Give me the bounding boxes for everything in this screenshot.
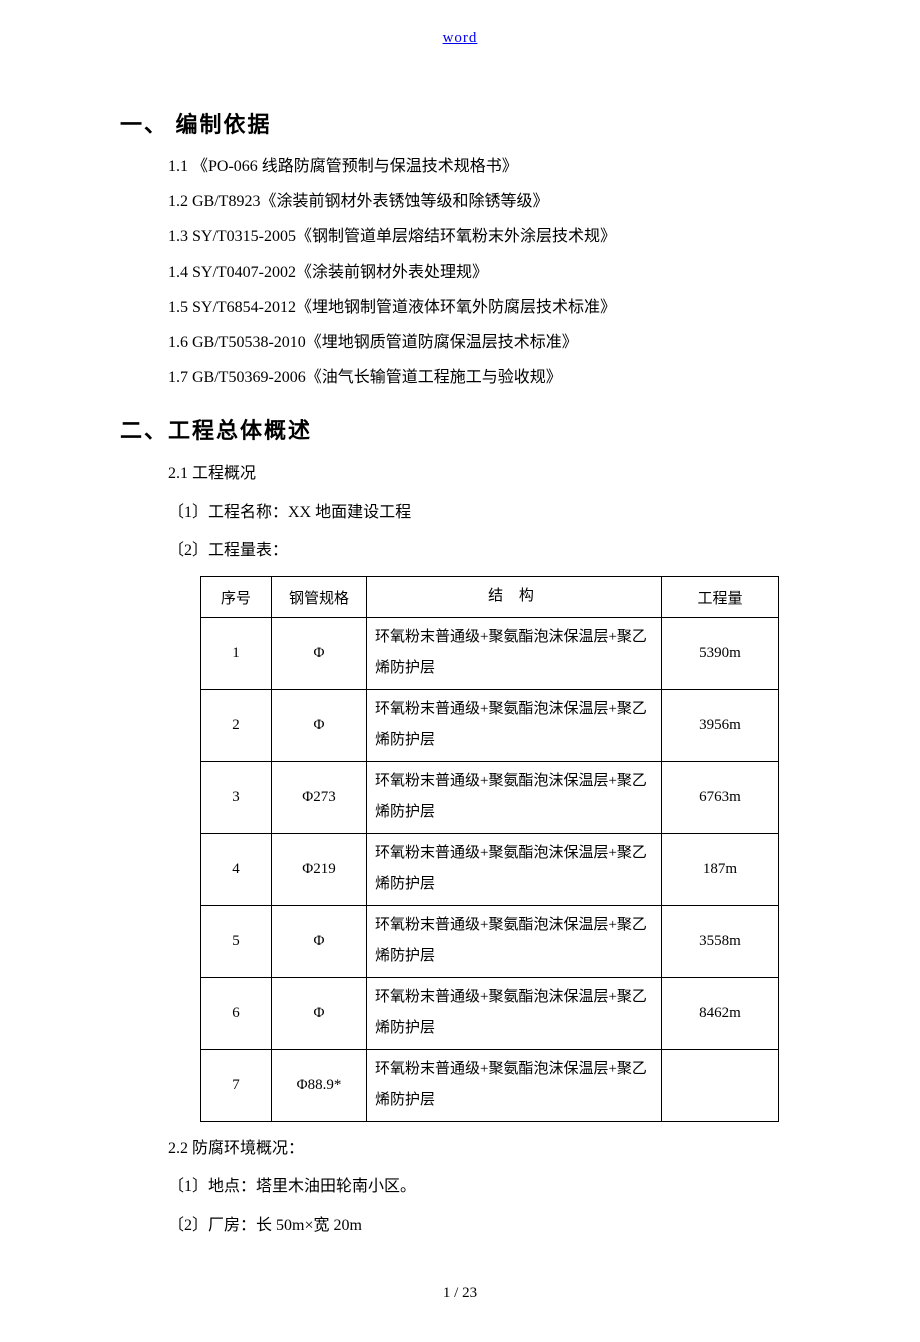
ref-item: 1.1 《PO-066 线路防腐管预制与保温技术规格书》 <box>168 149 800 184</box>
cell-spec: Φ <box>272 617 367 689</box>
section-2-1-heading: 2.1 工程概况 <box>168 455 800 493</box>
cell-quantity: 5390m <box>662 617 779 689</box>
table-row: 6 Φ 环氧粉末普通级+聚氨酯泡沫保温层+聚乙烯防护层 8462m <box>201 977 779 1049</box>
ref-item: 1.6 GB/T50538-2010《埋地钢质管道防腐保温层技术标准》 <box>168 325 800 360</box>
cell-struct: 环氧粉末普通级+聚氨酯泡沫保温层+聚乙烯防护层 <box>367 761 662 833</box>
ref-item: 1.5 SY/T6854-2012《埋地钢制管道液体环氧外防腐层技术标准》 <box>168 290 800 325</box>
ref-item: 1.7 GB/T50369-2006《油气长输管道工程施工与验收规》 <box>168 360 800 395</box>
table-header-row: 序号 钢管规格 结 构 工程量 <box>201 577 779 618</box>
ref-item: 1.4 SY/T0407-2002《涂装前钢材外表处理规》 <box>168 255 800 290</box>
env-workshop: 〔2〕厂房：长 50m×宽 20m <box>168 1207 800 1245</box>
table-row: 3 Φ273 环氧粉末普通级+聚氨酯泡沫保温层+聚乙烯防护层 6763m <box>201 761 779 833</box>
cell-quantity: 187m <box>662 833 779 905</box>
col-header-index: 序号 <box>201 577 272 618</box>
table-row: 2 Φ 环氧粉末普通级+聚氨酯泡沫保温层+聚乙烯防护层 3956m <box>201 689 779 761</box>
ref-item: 1.2 GB/T8923《涂装前钢材外表锈蚀等级和除锈等级》 <box>168 184 800 219</box>
quantity-table-label: 〔2〕工程量表： <box>168 532 800 570</box>
cell-struct: 环氧粉末普通级+聚氨酯泡沫保温层+聚乙烯防护层 <box>367 905 662 977</box>
cell-spec: Φ <box>272 905 367 977</box>
cell-spec: Φ219 <box>272 833 367 905</box>
cell-spec: Φ88.9* <box>272 1049 367 1121</box>
col-header-spec: 钢管规格 <box>272 577 367 618</box>
cell-struct: 环氧粉末普通级+聚氨酯泡沫保温层+聚乙烯防护层 <box>367 833 662 905</box>
cell-index: 1 <box>201 617 272 689</box>
cell-struct: 环氧粉末普通级+聚氨酯泡沫保温层+聚乙烯防护层 <box>367 1049 662 1121</box>
cell-quantity <box>662 1049 779 1121</box>
cell-struct: 环氧粉末普通级+聚氨酯泡沫保温层+聚乙烯防护层 <box>367 617 662 689</box>
cell-struct: 环氧粉末普通级+聚氨酯泡沫保温层+聚乙烯防护层 <box>367 689 662 761</box>
project-name: 〔1〕工程名称：XX 地面建设工程 <box>168 494 800 532</box>
section-2-2-heading: 2.2 防腐环境概况： <box>168 1130 800 1168</box>
cell-spec: Φ <box>272 977 367 1049</box>
spec-table: 序号 钢管规格 结 构 工程量 1 Φ 环氧粉末普通级+聚氨酯泡沫保温层+聚乙烯… <box>200 576 779 1122</box>
cell-index: 6 <box>201 977 272 1049</box>
section-1-title: 一、 编制依据 <box>120 107 800 139</box>
cell-quantity: 6763m <box>662 761 779 833</box>
env-location: 〔1〕地点：塔里木油田轮南小区。 <box>168 1168 800 1206</box>
cell-struct: 环氧粉末普通级+聚氨酯泡沫保温层+聚乙烯防护层 <box>367 977 662 1049</box>
section-2-title: 二、工程总体概述 <box>120 413 800 445</box>
cell-spec: Φ273 <box>272 761 367 833</box>
table-row: 7 Φ88.9* 环氧粉末普通级+聚氨酯泡沫保温层+聚乙烯防护层 <box>201 1049 779 1121</box>
cell-quantity: 8462m <box>662 977 779 1049</box>
cell-quantity: 3956m <box>662 689 779 761</box>
cell-index: 3 <box>201 761 272 833</box>
col-header-quantity: 工程量 <box>662 577 779 618</box>
cell-index: 2 <box>201 689 272 761</box>
col-header-structure: 结 构 <box>367 577 662 618</box>
table-row: 4 Φ219 环氧粉末普通级+聚氨酯泡沫保温层+聚乙烯防护层 187m <box>201 833 779 905</box>
cell-index: 5 <box>201 905 272 977</box>
table-row: 1 Φ 环氧粉末普通级+聚氨酯泡沫保温层+聚乙烯防护层 5390m <box>201 617 779 689</box>
cell-spec: Φ <box>272 689 367 761</box>
cell-index: 7 <box>201 1049 272 1121</box>
page-number: 1 / 23 <box>120 1285 800 1302</box>
header-link[interactable]: word <box>120 30 800 47</box>
table-row: 5 Φ 环氧粉末普通级+聚氨酯泡沫保温层+聚乙烯防护层 3558m <box>201 905 779 977</box>
cell-index: 4 <box>201 833 272 905</box>
cell-quantity: 3558m <box>662 905 779 977</box>
ref-item: 1.3 SY/T0315-2005《钢制管道单层熔结环氧粉末外涂层技术规》 <box>168 219 800 254</box>
